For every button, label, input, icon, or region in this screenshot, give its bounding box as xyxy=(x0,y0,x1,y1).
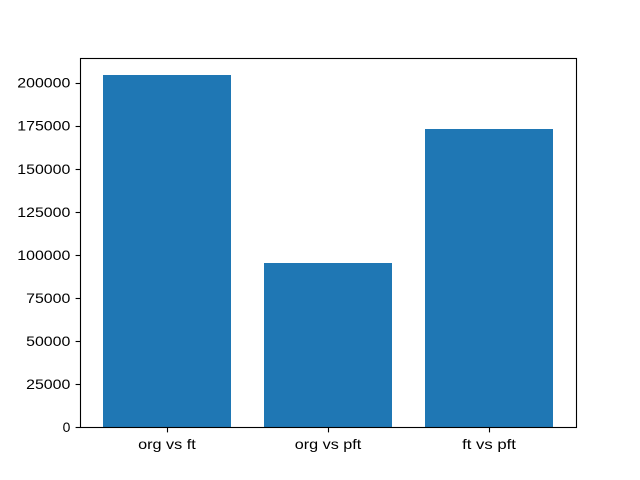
svg-text:100000: 100000 xyxy=(17,247,70,263)
svg-text:0: 0 xyxy=(63,419,71,435)
svg-text:75000: 75000 xyxy=(26,290,70,306)
svg-text:200000: 200000 xyxy=(17,75,70,91)
svg-text:150000: 150000 xyxy=(17,161,70,177)
svg-text:175000: 175000 xyxy=(17,118,70,134)
svg-text:50000: 50000 xyxy=(26,333,70,349)
svg-text:org vs pft: org vs pft xyxy=(295,436,362,452)
svg-text:125000: 125000 xyxy=(17,204,70,220)
svg-text:ft vs pft: ft vs pft xyxy=(462,436,516,452)
svg-text:25000: 25000 xyxy=(26,376,70,392)
svg-text:org vs ft: org vs ft xyxy=(138,436,196,452)
